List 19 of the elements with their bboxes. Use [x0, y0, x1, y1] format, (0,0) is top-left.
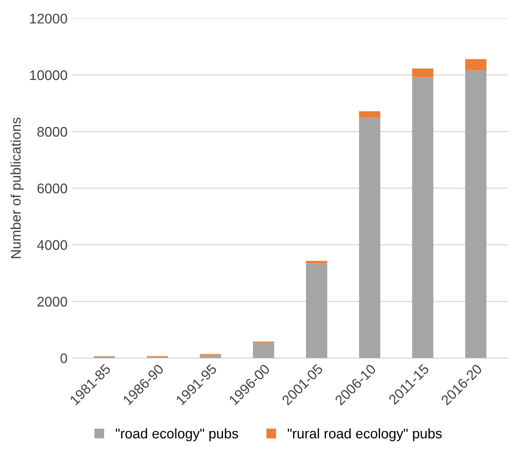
bar [252, 342, 274, 358]
y-tick-label: 8000 [37, 126, 68, 137]
bar [412, 68, 434, 78]
y-tick-label: 4000 [37, 240, 68, 250]
bar [465, 59, 486, 70]
bar [465, 70, 486, 358]
y-axis-title: Number of publications [10, 118, 24, 258]
bar [200, 354, 222, 358]
y-tick-label: 0 [60, 353, 68, 364]
y-tick-label: 10000 [30, 70, 68, 80]
legend-label: "road ecology" pubs [116, 428, 238, 442]
y-tick-label: 2000 [37, 296, 68, 307]
bar [359, 111, 380, 118]
y-tick-label: 12000 [30, 14, 68, 24]
bar [359, 117, 380, 358]
bar [412, 77, 434, 358]
y-tick-label: 6000 [37, 184, 68, 194]
legend-label: "rural road ecology" pubs [288, 428, 442, 442]
bar [306, 263, 328, 358]
